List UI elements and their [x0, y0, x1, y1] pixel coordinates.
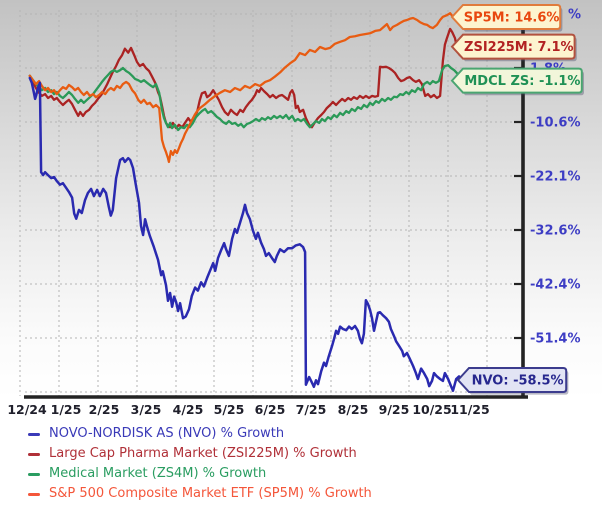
badge-outline: [450, 67, 583, 94]
series-line-zsi225m: [28, 27, 467, 130]
legend-label-zsi225m: Large Cap Pharma Market (ZSI225M) % Grow…: [49, 446, 357, 461]
series-line-sp5m: [28, 12, 461, 164]
badge-value-label: MDCL ZS: -1.1%: [464, 74, 580, 89]
y-tick-label: -51.4%: [530, 332, 581, 347]
zs4m-line-swatch-icon: [28, 472, 40, 476]
legend-item-sp5m: S&P 500 Composite Market ETF (SP5M) % Gr…: [0, 484, 602, 504]
x-tick-label: 12/24: [7, 402, 47, 417]
legend-label-nvo: NOVO-NORDISK AS (NVO) % Growth: [49, 426, 285, 441]
x-tick-label: 7/25: [296, 402, 327, 417]
legend-item-zsi225m: Large Cap Pharma Market (ZSI225M) % Grow…: [0, 444, 602, 464]
x-tick-label: 4/25: [173, 402, 204, 417]
badge-outline: [456, 367, 568, 393]
legend-item-nvo: NOVO-NORDISK AS (NVO) % Growth: [0, 424, 602, 444]
legend-item-zs4m: Medical Market (ZS4M) % Growth: [0, 464, 602, 484]
series-line-nvo: [28, 76, 485, 392]
x-tick-label: 9/25: [379, 402, 410, 417]
callout-badge-sp5m: SP5M: 14.6%: [450, 4, 563, 32]
y-tick-label: -32.6%: [530, 224, 581, 239]
callout-badge-zs4m: MDCL ZS: -1.1%: [450, 67, 584, 96]
chart-legend: NOVO-NORDISK AS (NVO) % Growth Large Cap…: [0, 424, 602, 504]
y-tick-label: -10.6%: [530, 116, 581, 131]
x-tick-label: 11/25: [450, 402, 489, 417]
x-tick-label: 3/25: [131, 402, 162, 417]
y-tick-label: -22.1%: [530, 170, 581, 185]
series-line-zs4m: [28, 64, 466, 132]
nvo-line-swatch-icon: [28, 432, 40, 436]
callout-badge-nvo: NVO: -58.5%: [456, 367, 569, 395]
callout-badge-zsi225m: ZSI225M: 7.1%: [450, 33, 577, 62]
plot-background: [0, 0, 602, 399]
badge-value-label: NVO: -58.5%: [472, 374, 564, 389]
y-tick-label: %: [568, 8, 581, 23]
badge-value-label: ZSI225M: 7.1%: [464, 40, 573, 55]
zsi225m-line-swatch-icon: [28, 452, 40, 456]
x-tick-label: 10/25: [412, 402, 451, 417]
x-tick-label: 2/25: [89, 402, 120, 417]
badge-outline: [450, 33, 576, 60]
x-tick-label: 1/25: [51, 402, 82, 417]
y-tick-label: -42.4%: [530, 278, 581, 293]
x-axis-labels: 12/24 1/25 2/25 3/25 4/25 5/25 6/25 7/25 8/25 9/2…: [7, 402, 489, 417]
x-tick-label: 5/25: [214, 402, 245, 417]
legend-label-zs4m: Medical Market (ZS4M) % Growth: [49, 466, 267, 481]
gridlines: [19, 10, 523, 396]
badge-value-label: SP5M: 14.6%: [464, 11, 560, 26]
x-tick-label: 8/25: [338, 402, 369, 417]
growth-chart-canvas: %1.8%-10.6%-22.1%-32.6%-42.4%-51.4%12/24…: [0, 0, 602, 417]
legend-label-sp5m: S&P 500 Composite Market ETF (SP5M) % Gr…: [49, 486, 372, 501]
sp5m-line-swatch-icon: [28, 492, 40, 496]
x-tick-label: 6/25: [255, 402, 286, 417]
badge-outline: [450, 4, 562, 30]
